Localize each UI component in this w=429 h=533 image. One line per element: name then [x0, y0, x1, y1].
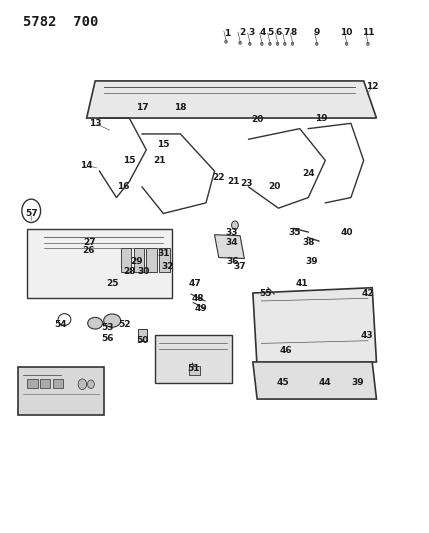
- Text: 14: 14: [80, 161, 93, 170]
- Text: 9: 9: [314, 28, 320, 37]
- Circle shape: [269, 42, 271, 45]
- Bar: [159, 248, 170, 272]
- Text: 3: 3: [248, 28, 255, 37]
- Circle shape: [284, 42, 286, 45]
- Text: 52: 52: [119, 320, 131, 329]
- Circle shape: [315, 42, 318, 45]
- Text: 25: 25: [106, 279, 118, 288]
- Text: 16: 16: [117, 182, 129, 191]
- Ellipse shape: [104, 314, 121, 327]
- Text: 13: 13: [89, 119, 101, 128]
- Text: 27: 27: [84, 238, 97, 247]
- Bar: [27, 379, 38, 389]
- Text: 30: 30: [137, 268, 150, 276]
- Circle shape: [276, 42, 279, 45]
- Text: 22: 22: [212, 173, 225, 182]
- Text: 32: 32: [161, 262, 174, 271]
- Text: 38: 38: [302, 238, 314, 247]
- Circle shape: [260, 42, 263, 45]
- Text: 15: 15: [123, 156, 136, 165]
- Bar: [52, 379, 63, 389]
- Text: 39: 39: [351, 377, 364, 386]
- Text: 43: 43: [361, 331, 373, 340]
- Circle shape: [345, 42, 348, 45]
- Text: 39: 39: [305, 257, 318, 265]
- Text: 20: 20: [268, 182, 281, 191]
- Text: 51: 51: [187, 364, 199, 373]
- Text: 40: 40: [340, 228, 353, 237]
- Text: 46: 46: [280, 346, 293, 355]
- Circle shape: [291, 42, 294, 45]
- Text: 31: 31: [157, 249, 169, 258]
- Polygon shape: [18, 367, 104, 415]
- Text: 50: 50: [136, 336, 148, 345]
- Text: 36: 36: [227, 257, 239, 265]
- Text: 37: 37: [234, 262, 246, 271]
- Polygon shape: [155, 335, 232, 383]
- Circle shape: [248, 42, 251, 45]
- Polygon shape: [214, 235, 245, 259]
- Circle shape: [367, 42, 369, 45]
- Text: 44: 44: [318, 377, 331, 386]
- Text: 7: 7: [283, 28, 289, 37]
- Bar: [189, 366, 199, 375]
- Text: 17: 17: [136, 103, 148, 112]
- Text: 34: 34: [225, 238, 238, 247]
- Text: 5: 5: [268, 28, 274, 37]
- Bar: [133, 248, 144, 272]
- Text: 5782  700: 5782 700: [23, 14, 98, 29]
- Text: 6: 6: [275, 28, 281, 37]
- Text: 35: 35: [288, 228, 301, 237]
- Circle shape: [232, 221, 239, 229]
- Text: 45: 45: [276, 377, 289, 386]
- Text: 53: 53: [102, 323, 114, 332]
- Text: 54: 54: [55, 320, 67, 329]
- Bar: [121, 248, 131, 272]
- Bar: [138, 329, 147, 341]
- Circle shape: [225, 40, 227, 43]
- Text: 23: 23: [240, 179, 253, 188]
- Text: 11: 11: [362, 28, 374, 37]
- Polygon shape: [253, 288, 377, 367]
- Text: 33: 33: [225, 228, 238, 237]
- Text: 42: 42: [362, 288, 374, 297]
- Text: 47: 47: [189, 279, 202, 288]
- Text: 21: 21: [227, 177, 240, 186]
- Text: 28: 28: [123, 268, 136, 276]
- Text: 8: 8: [291, 28, 297, 37]
- Text: 19: 19: [315, 114, 327, 123]
- Ellipse shape: [88, 317, 103, 329]
- Text: 57: 57: [25, 209, 37, 218]
- Circle shape: [88, 380, 94, 389]
- Bar: [40, 379, 50, 389]
- Text: 15: 15: [157, 140, 169, 149]
- Text: 10: 10: [341, 28, 353, 37]
- Text: 2: 2: [239, 28, 245, 37]
- Text: 21: 21: [153, 156, 165, 165]
- Text: 4: 4: [260, 28, 266, 37]
- Text: 24: 24: [302, 169, 314, 178]
- Text: 29: 29: [130, 257, 143, 265]
- Circle shape: [78, 379, 87, 390]
- Polygon shape: [27, 229, 172, 298]
- Text: 55: 55: [260, 288, 272, 297]
- Text: 26: 26: [82, 246, 95, 255]
- Text: 12: 12: [366, 82, 378, 91]
- Text: 18: 18: [174, 103, 187, 112]
- Polygon shape: [253, 362, 377, 399]
- Polygon shape: [87, 81, 377, 118]
- Text: 20: 20: [251, 115, 263, 124]
- Bar: [146, 248, 157, 272]
- Circle shape: [239, 41, 242, 44]
- Text: 49: 49: [194, 304, 207, 313]
- Text: 41: 41: [296, 279, 308, 288]
- Text: 56: 56: [102, 334, 114, 343]
- Text: 48: 48: [191, 294, 204, 303]
- Text: 1: 1: [224, 29, 230, 38]
